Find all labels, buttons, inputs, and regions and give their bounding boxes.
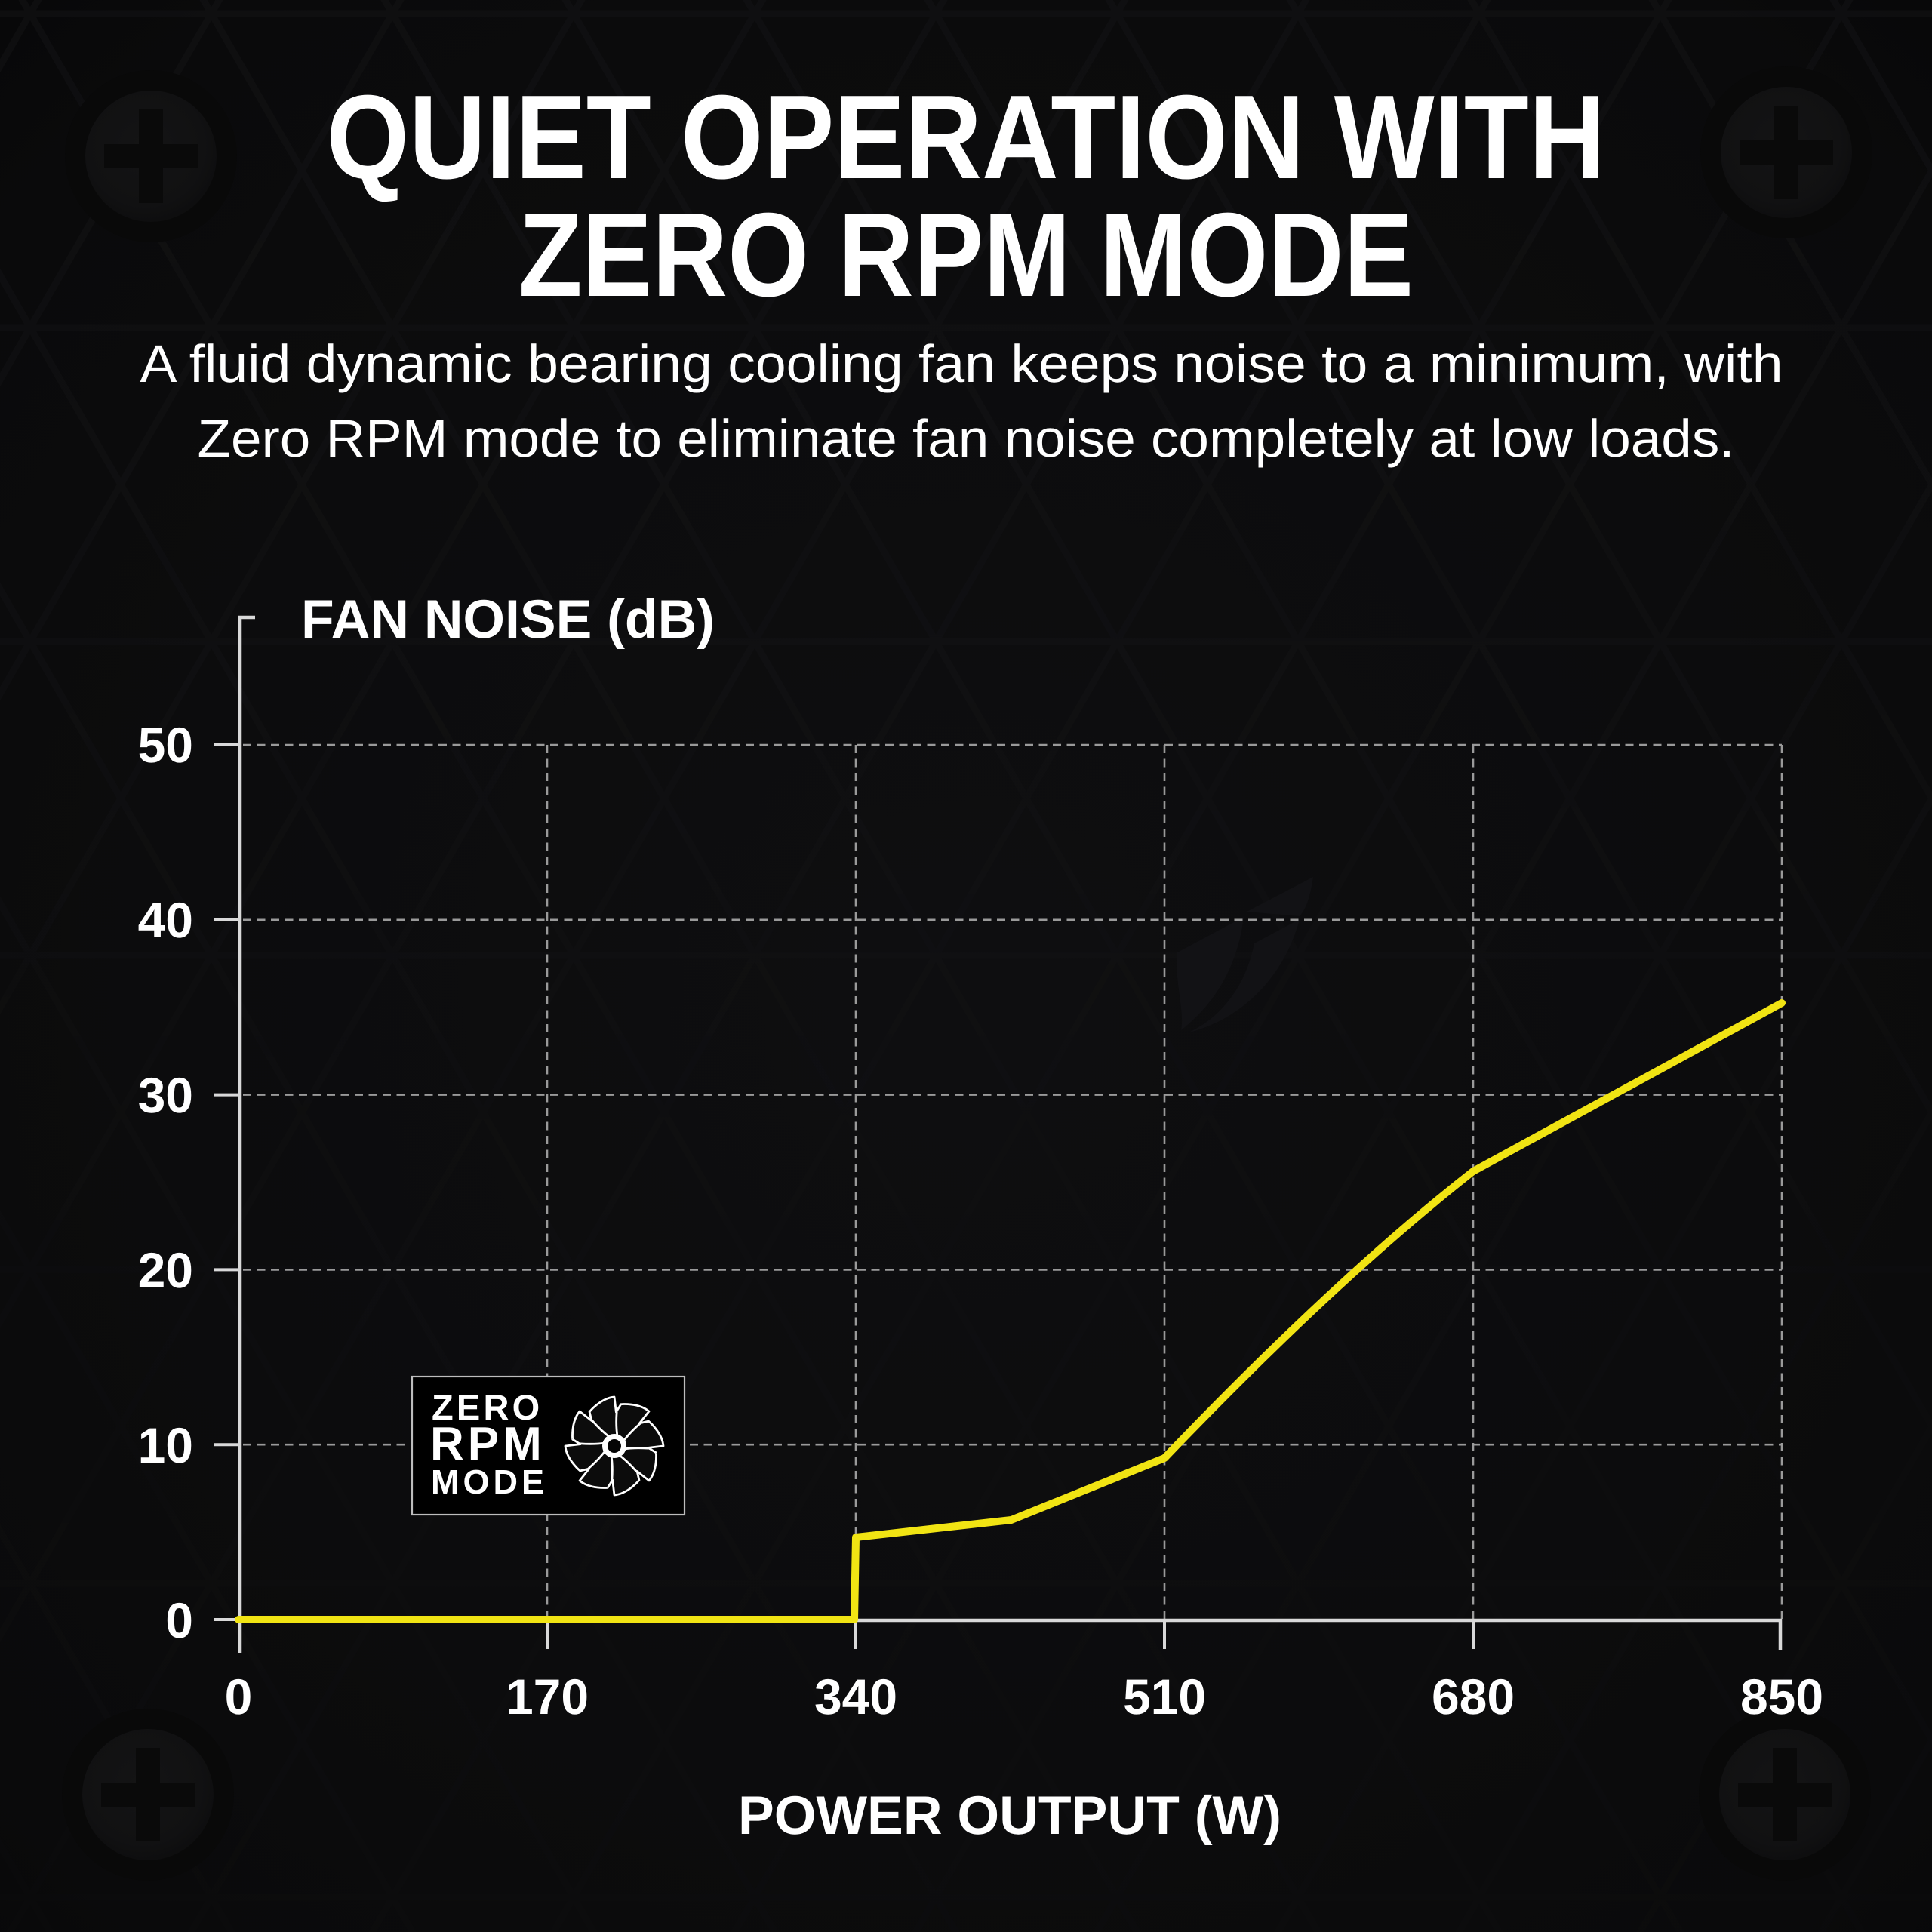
svg-text:RPM: RPM bbox=[430, 1418, 546, 1470]
svg-text:510: 510 bbox=[1123, 1669, 1206, 1724]
svg-text:ZERO RPM MODE: ZERO RPM MODE bbox=[518, 189, 1414, 321]
svg-text:20: 20 bbox=[138, 1242, 193, 1298]
svg-text:170: 170 bbox=[506, 1669, 589, 1724]
svg-text:30: 30 bbox=[138, 1067, 193, 1123]
svg-text:10: 10 bbox=[138, 1417, 193, 1473]
svg-text:0: 0 bbox=[225, 1669, 253, 1724]
svg-text:MODE: MODE bbox=[431, 1463, 548, 1501]
svg-text:850: 850 bbox=[1740, 1669, 1823, 1724]
svg-text:40: 40 bbox=[138, 892, 193, 948]
svg-text:QUIET OPERATION WITH: QUIET OPERATION WITH bbox=[327, 71, 1606, 204]
svg-text:ZERO: ZERO bbox=[432, 1387, 543, 1427]
svg-text:Zero RPM mode to eliminate fan: Zero RPM mode to eliminate fan noise com… bbox=[198, 409, 1735, 468]
svg-text:0: 0 bbox=[165, 1592, 193, 1648]
svg-text:FAN NOISE (dB): FAN NOISE (dB) bbox=[301, 589, 715, 650]
svg-text:680: 680 bbox=[1432, 1669, 1515, 1724]
svg-text:50: 50 bbox=[138, 717, 193, 773]
svg-text:A fluid dynamic bearing coolin: A fluid dynamic bearing cooling fan keep… bbox=[140, 334, 1783, 393]
svg-text:340: 340 bbox=[814, 1669, 897, 1724]
svg-text:POWER OUTPUT (W): POWER OUTPUT (W) bbox=[738, 1786, 1281, 1846]
